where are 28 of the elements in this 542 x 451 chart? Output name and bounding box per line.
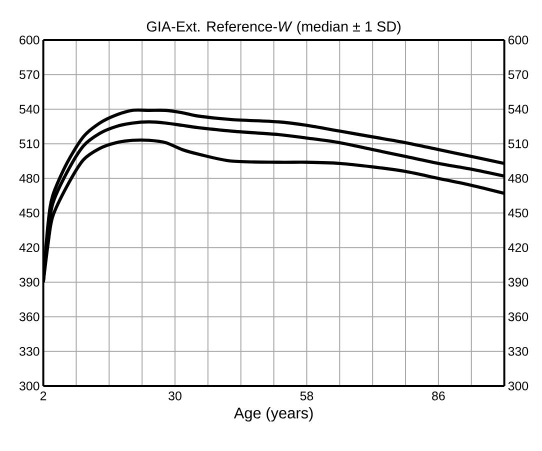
chart-title: GIA-Ext. Reference-W (median ± 1 SD) bbox=[146, 21, 401, 34]
x-tick-label: 30 bbox=[168, 392, 182, 400]
y-tick-label: 360 bbox=[19, 312, 40, 322]
y2-tick-label: 450 bbox=[508, 208, 528, 218]
y2-tick-label: 600 bbox=[508, 36, 528, 44]
y-tick-label: 480 bbox=[19, 174, 40, 183]
y2-tick-label: 360 bbox=[508, 312, 528, 322]
y2-tick-label: 570 bbox=[508, 70, 528, 80]
y2-tick-label: 510 bbox=[508, 139, 528, 148]
y-tick-label: 300 bbox=[19, 382, 40, 390]
y-tick-label: 510 bbox=[20, 139, 40, 148]
y2-tick-label: 300 bbox=[508, 382, 528, 390]
y-tick-label: 570 bbox=[20, 70, 40, 80]
x-tick-label: 58 bbox=[300, 392, 314, 400]
y-tick-label: 420 bbox=[19, 243, 40, 252]
y2-tick-label: 420 bbox=[508, 243, 528, 252]
y-tick-label: 540 bbox=[20, 104, 40, 114]
y2-tick-label: 540 bbox=[508, 104, 528, 114]
x-tick-label: 2 bbox=[40, 392, 46, 400]
y-tick-label: 450 bbox=[19, 208, 40, 218]
y-tick-label: 600 bbox=[20, 36, 40, 44]
y2-tick-label: 330 bbox=[508, 347, 528, 356]
y2-tick-label: 390 bbox=[508, 278, 528, 287]
x-tick-label: 86 bbox=[432, 392, 445, 400]
y2-tick-label: 480 bbox=[508, 174, 528, 183]
y-tick-label: 330 bbox=[19, 347, 40, 356]
x-axis-title: Age (years) bbox=[234, 407, 313, 422]
y-tick-label: 390 bbox=[19, 278, 40, 287]
